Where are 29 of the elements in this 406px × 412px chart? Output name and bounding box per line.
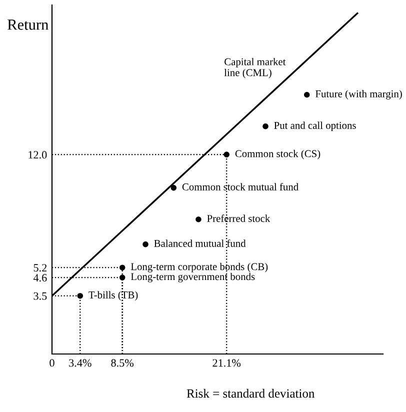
- annotation: Capital market line (CML): [224, 58, 286, 78]
- point: [170, 184, 177, 191]
- y-tick-label: 3.5: [34, 292, 47, 300]
- x-tick-label: 8.5%: [111, 359, 134, 367]
- annotation: Balanced mutual fund: [154, 239, 246, 247]
- point: [196, 216, 202, 222]
- annotation: Common stock mutual fund: [182, 182, 298, 190]
- annotation: T-bills (TB): [88, 291, 138, 301]
- point: [224, 152, 230, 158]
- annotation: Put and call options: [274, 122, 356, 132]
- annotation: Future (with margin): [316, 90, 402, 100]
- point: [119, 264, 126, 270]
- point: [262, 123, 268, 130]
- y-tick-label: 5.2: [34, 264, 47, 272]
- point: [304, 92, 310, 98]
- y-tick-label: 4.6: [33, 274, 47, 282]
- annotation: Long-term government bonds: [130, 272, 255, 282]
- point: [119, 274, 126, 280]
- annotation: Common stock (CS): [235, 150, 320, 160]
- y-axis-title: Return: [8, 20, 48, 30]
- x-tick-label: 0: [50, 359, 54, 367]
- y-tick-label: 12.0: [28, 151, 47, 159]
- point: [142, 241, 148, 248]
- annotation: Long-term corporate bonds (CB): [130, 262, 268, 272]
- x-axis-title: Risk = standard deviation: [186, 388, 315, 398]
- point: [77, 292, 84, 299]
- x-tick-label: 3.4%: [69, 359, 92, 367]
- annotation: Preferred stock: [207, 214, 270, 222]
- x-tick-label: 21.1%: [212, 359, 241, 367]
